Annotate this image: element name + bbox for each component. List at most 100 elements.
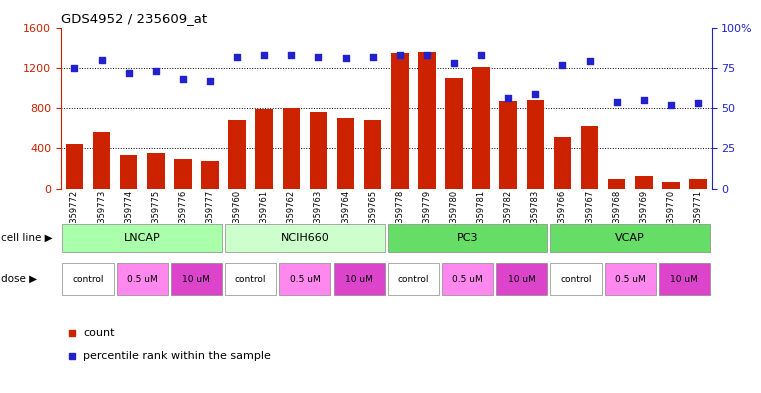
Point: [529, 90, 541, 97]
Bar: [333, 263, 385, 295]
Point: [584, 58, 596, 64]
Text: GSM1359770: GSM1359770: [667, 189, 675, 246]
Bar: [336, 118, 355, 189]
Point: [502, 95, 514, 101]
Point: [421, 52, 433, 58]
Text: GSM1359760: GSM1359760: [233, 189, 241, 246]
Text: GSM1359767: GSM1359767: [585, 189, 594, 246]
Text: GSM1359768: GSM1359768: [612, 189, 621, 246]
Bar: [225, 263, 276, 295]
Point: [692, 100, 704, 107]
Bar: [581, 126, 598, 189]
Bar: [527, 100, 544, 189]
Text: control: control: [397, 275, 429, 283]
Text: GSM1359779: GSM1359779: [422, 189, 431, 246]
Text: 10 uM: 10 uM: [345, 275, 373, 283]
Text: GSM1359781: GSM1359781: [476, 189, 486, 246]
Point: [95, 57, 107, 63]
Point: [177, 76, 189, 82]
Text: 0.5 uM: 0.5 uM: [127, 275, 158, 283]
Point: [638, 97, 650, 103]
Text: GSM1359782: GSM1359782: [504, 189, 513, 246]
Bar: [550, 263, 602, 295]
Bar: [662, 182, 680, 189]
Bar: [388, 263, 439, 295]
Bar: [65, 144, 83, 189]
Text: NCIH660: NCIH660: [281, 233, 330, 243]
Text: GSM1359765: GSM1359765: [368, 189, 377, 246]
Text: GSM1359772: GSM1359772: [70, 189, 79, 246]
Bar: [388, 224, 547, 252]
Point: [393, 52, 406, 58]
Text: 10 uM: 10 uM: [508, 275, 536, 283]
Bar: [659, 263, 710, 295]
Bar: [256, 109, 273, 189]
Point: [448, 60, 460, 66]
Text: GSM1359761: GSM1359761: [260, 189, 269, 246]
Bar: [364, 120, 381, 189]
Point: [367, 53, 379, 60]
Text: GSM1359778: GSM1359778: [395, 189, 404, 246]
Text: cell line ▶: cell line ▶: [1, 233, 53, 243]
Text: GSM1359773: GSM1359773: [97, 189, 106, 246]
Point: [285, 52, 298, 58]
Text: GSM1359771: GSM1359771: [693, 189, 702, 246]
Text: percentile rank within the sample: percentile rank within the sample: [83, 351, 271, 361]
Bar: [473, 67, 490, 189]
Bar: [225, 224, 385, 252]
Bar: [605, 263, 656, 295]
Text: GSM1359783: GSM1359783: [531, 189, 540, 246]
Point: [312, 53, 324, 60]
Text: control: control: [72, 275, 103, 283]
Bar: [635, 176, 653, 189]
Text: 10 uM: 10 uM: [670, 275, 699, 283]
Text: 10 uM: 10 uM: [183, 275, 210, 283]
Bar: [201, 162, 219, 189]
Text: 0.5 uM: 0.5 uM: [289, 275, 320, 283]
Text: 0.5 uM: 0.5 uM: [615, 275, 645, 283]
Bar: [550, 224, 710, 252]
Bar: [116, 263, 168, 295]
Text: GSM1359766: GSM1359766: [558, 189, 567, 246]
Bar: [93, 132, 110, 189]
Text: GSM1359775: GSM1359775: [151, 189, 161, 246]
Text: VCAP: VCAP: [616, 233, 645, 243]
Bar: [553, 137, 572, 189]
Text: GSM1359764: GSM1359764: [341, 189, 350, 246]
Bar: [418, 51, 436, 189]
Text: LNCAP: LNCAP: [124, 233, 161, 243]
Point: [68, 64, 81, 71]
Bar: [171, 263, 222, 295]
Point: [339, 55, 352, 61]
Point: [150, 68, 162, 74]
Bar: [147, 153, 164, 189]
Bar: [119, 155, 138, 189]
Bar: [62, 263, 113, 295]
Text: control: control: [235, 275, 266, 283]
Text: dose ▶: dose ▶: [1, 274, 37, 284]
Text: GSM1359777: GSM1359777: [205, 189, 215, 246]
Bar: [174, 160, 192, 189]
Bar: [442, 263, 493, 295]
Text: GSM1359762: GSM1359762: [287, 189, 296, 246]
Text: GSM1359774: GSM1359774: [124, 189, 133, 246]
Bar: [310, 112, 327, 189]
Text: control: control: [560, 275, 592, 283]
Text: count: count: [83, 328, 115, 338]
Bar: [499, 101, 517, 189]
Text: GSM1359776: GSM1359776: [178, 189, 187, 246]
Text: GDS4952 / 235609_at: GDS4952 / 235609_at: [61, 12, 207, 25]
Point: [204, 77, 216, 84]
Bar: [445, 78, 463, 189]
Text: 0.5 uM: 0.5 uM: [452, 275, 483, 283]
Bar: [62, 224, 222, 252]
Point: [610, 99, 622, 105]
Text: GSM1359769: GSM1359769: [639, 189, 648, 246]
Point: [665, 102, 677, 108]
Bar: [689, 178, 707, 189]
Point: [123, 70, 135, 76]
Bar: [282, 108, 300, 189]
Point: [258, 52, 270, 58]
Text: PC3: PC3: [457, 233, 479, 243]
Point: [556, 61, 568, 68]
